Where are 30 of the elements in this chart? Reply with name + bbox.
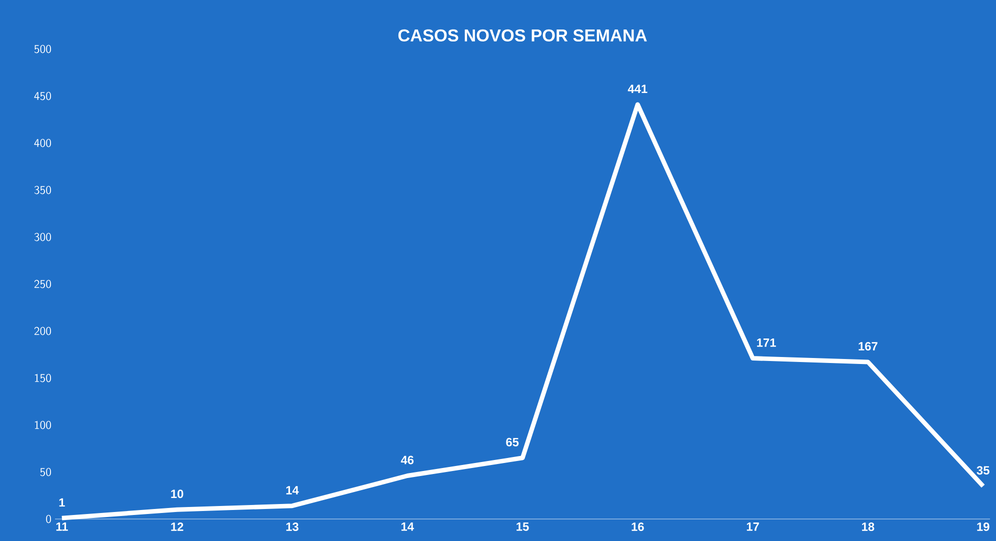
y-tick-label: 350 [34,186,51,194]
x-tick-label: 17 [746,522,759,531]
y-tick-label: 150 [34,374,51,382]
x-tick-label: 19 [977,522,990,531]
y-tick-label: 200 [34,326,51,336]
x-tick-label: 15 [516,522,529,531]
data-label: 35 [976,466,990,475]
y-tick-label: 100 [34,420,51,430]
y-tick-label: 250 [34,280,51,288]
data-label: 441 [628,84,648,93]
x-tick-label: 18 [862,522,874,531]
data-label: 171 [757,338,776,347]
x-tick-label: 11 [56,522,68,531]
y-tick-label: 400 [34,138,51,148]
data-label: 65 [506,438,519,446]
y-tick-label: 300 [34,232,51,242]
chart-title: CASOS NOVOS POR SEMANA [398,29,647,42]
y-tick-label: 500 [34,44,51,54]
y-tick-label: 0 [46,514,51,524]
data-label: 46 [400,456,414,464]
data-label: 10 [171,490,184,498]
x-tick-label: 14 [401,522,414,531]
x-tick-label: 13 [286,522,298,532]
data-label: 167 [858,342,878,350]
y-tick-label: 450 [34,92,51,100]
x-tick-label: 12 [171,522,184,531]
data-label: 1 [59,498,65,507]
data-label: 14 [286,486,299,494]
x-tick-label: 16 [632,522,644,531]
y-tick-label: 50 [40,468,51,476]
